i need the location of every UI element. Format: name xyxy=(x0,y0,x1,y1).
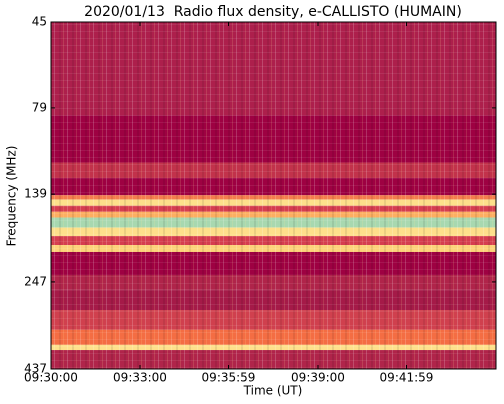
y-tick-label: 247 xyxy=(24,274,47,288)
x-tick-label: 09:33:00 xyxy=(113,371,167,385)
y-axis-label: Frequency (MHz) xyxy=(5,146,19,247)
y-tick-label: 79 xyxy=(32,100,47,114)
x-tick-label: 09:41:59 xyxy=(380,371,434,385)
x-tick-label: 09:30:00 xyxy=(24,371,78,385)
plot-area xyxy=(51,22,496,369)
x-axis-label: Time (UT) xyxy=(243,384,303,398)
y-tick-label: 139 xyxy=(24,187,47,201)
x-tick-label: 09:39:00 xyxy=(291,371,345,385)
axes-frame xyxy=(50,21,497,370)
y-tick-label: 437 xyxy=(24,362,47,376)
y-tick-label: 45 xyxy=(32,15,47,29)
x-tick-label: 09:35:59 xyxy=(202,371,256,385)
chart-title: 2020/01/13 Radio flux density, e-CALLIST… xyxy=(84,4,462,20)
texture xyxy=(51,22,496,369)
